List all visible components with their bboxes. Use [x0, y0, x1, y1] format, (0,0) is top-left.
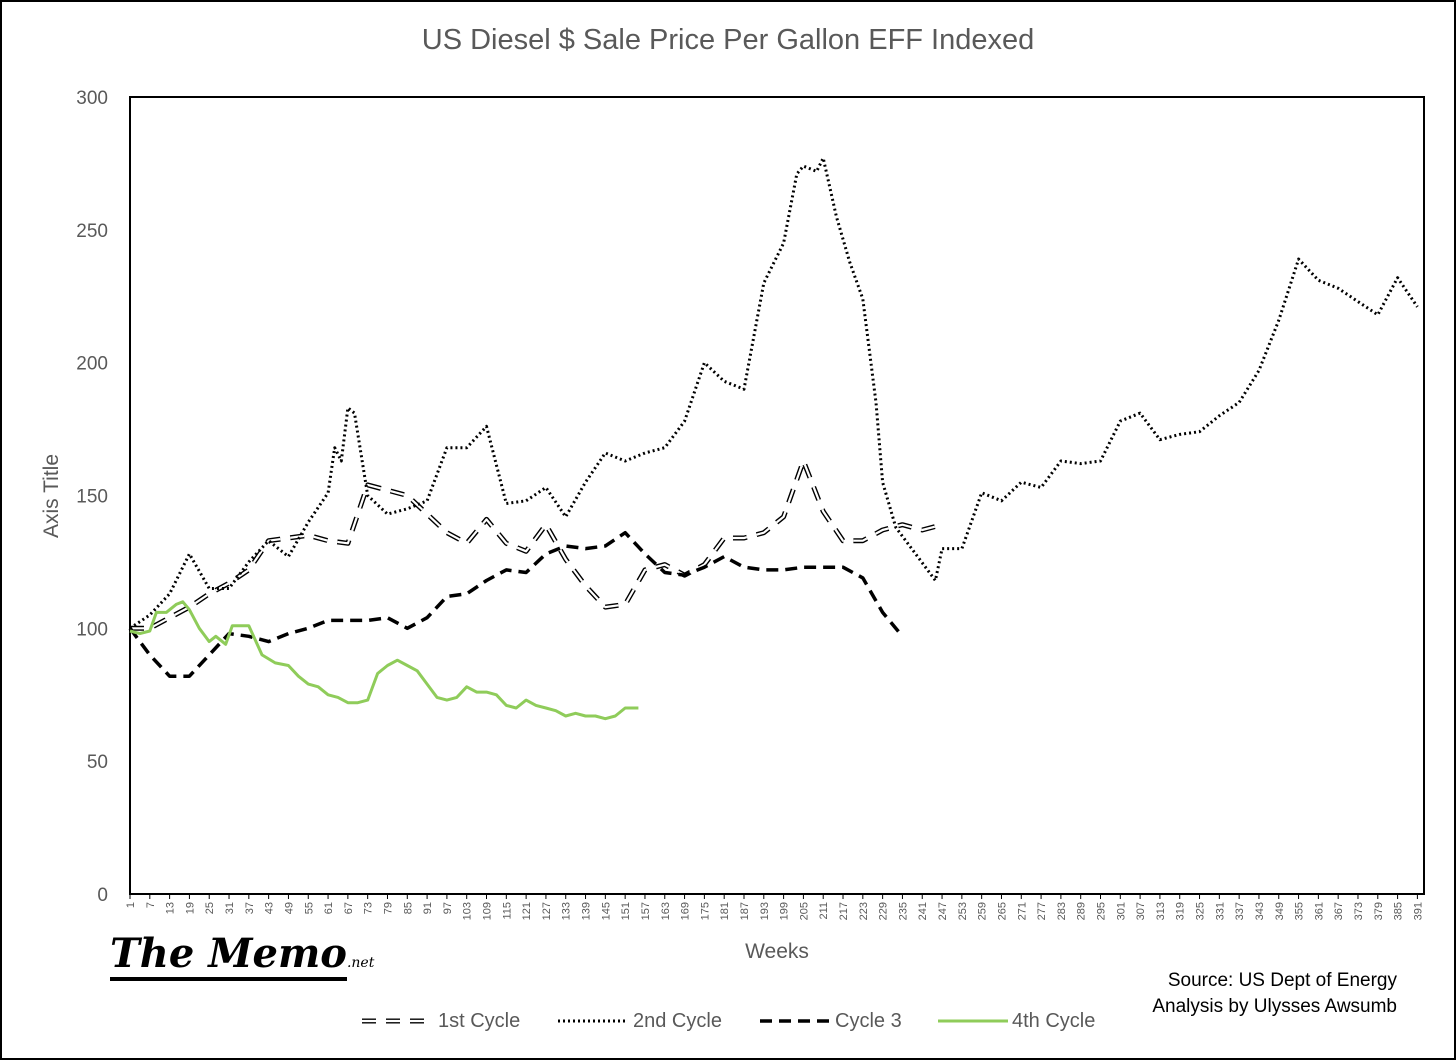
x-tick-label: 283 — [1056, 902, 1068, 920]
x-tick-label: 1 — [125, 902, 137, 908]
x-axis-label: Weeks — [745, 940, 809, 963]
y-tick-label: 250 — [76, 221, 108, 242]
series-line-1st-cycle — [130, 459, 943, 630]
x-tick-label: 217 — [838, 902, 850, 920]
x-tick-label: 55 — [303, 902, 315, 914]
plot-area-border — [129, 96, 1425, 895]
source-line: Source: US Dept of Energy — [1167, 970, 1397, 991]
legend-label-1st-cycle: 1st Cycle — [438, 1010, 521, 1032]
x-tick-label: 169 — [680, 902, 692, 920]
y-axis-label: Axis Title — [40, 454, 63, 538]
series-line-cycle-3 — [128, 530, 904, 678]
x-tick-label: 13 — [165, 902, 177, 914]
x-tick-label: 73 — [363, 902, 375, 914]
y-tick-label: 100 — [76, 619, 108, 640]
chart-title: US Diesel $ Sale Price Per Gallon EFF In… — [421, 24, 1035, 56]
x-tick-label: 301 — [1115, 902, 1127, 920]
x-tick-label: 355 — [1294, 902, 1306, 920]
x-tick-label: 241 — [917, 902, 929, 920]
x-tick-label: 319 — [1175, 902, 1187, 920]
x-tick-label: 157 — [640, 902, 652, 920]
x-tick-label: 331 — [1214, 902, 1226, 920]
x-tick-label: 271 — [1016, 902, 1028, 920]
x-tick-label: 289 — [1076, 902, 1088, 920]
x-tick-label: 145 — [600, 902, 612, 920]
x-tick-label: 97 — [442, 902, 454, 914]
x-tick-label: 337 — [1234, 902, 1246, 920]
x-tick-label: 205 — [798, 902, 810, 920]
x-axis-ticks: 1 7 13 19 25 31 37 43 49 55 61 67 73 79 85 91 97 103 109 11… — [125, 894, 1424, 920]
the-memo-logo: The Memo.net — [110, 930, 375, 981]
x-tick-label: 85 — [402, 902, 414, 914]
x-tick-label: 7 — [145, 902, 157, 908]
x-tick-label: 307 — [1135, 902, 1147, 920]
x-tick-label: 373 — [1353, 902, 1365, 920]
x-tick-label: 109 — [482, 902, 494, 920]
x-tick-label: 391 — [1412, 902, 1424, 920]
x-tick-label: 223 — [858, 902, 870, 920]
series-line-2nd-cycle — [129, 156, 1419, 630]
x-tick-label: 313 — [1155, 902, 1167, 920]
x-tick-label: 25 — [204, 902, 216, 914]
x-tick-label: 31 — [224, 902, 236, 914]
x-tick-label: 127 — [541, 902, 553, 920]
x-tick-label: 253 — [957, 902, 969, 920]
y-tick-label: 300 — [76, 88, 108, 109]
x-tick-label: 379 — [1373, 902, 1385, 920]
x-tick-label: 277 — [1036, 902, 1048, 920]
x-tick-label: 61 — [323, 902, 335, 914]
x-tick-label: 325 — [1195, 902, 1207, 920]
legend-label-4th-cycle: 4th Cycle — [1012, 1010, 1096, 1032]
x-tick-label: 151 — [620, 902, 632, 920]
x-tick-label: 199 — [779, 902, 791, 920]
x-tick-label: 367 — [1333, 902, 1345, 920]
x-tick-label: 115 — [501, 902, 513, 920]
x-tick-label: 361 — [1313, 902, 1325, 920]
x-tick-label: 43 — [264, 902, 276, 914]
x-tick-label: 49 — [283, 902, 295, 914]
y-tick-label: 50 — [87, 752, 108, 773]
x-tick-label: 79 — [382, 902, 394, 914]
x-tick-label: 103 — [462, 902, 474, 920]
x-tick-label: 121 — [521, 902, 533, 920]
x-tick-label: 133 — [561, 902, 573, 920]
x-tick-label: 349 — [1274, 902, 1286, 920]
x-tick-label: 295 — [1096, 902, 1108, 920]
x-tick-label: 259 — [977, 902, 989, 920]
source-note: Source: US Dept of Energy Analysis by Ul… — [1152, 968, 1397, 1020]
y-tick-label: 150 — [76, 487, 108, 508]
y-tick-label: 200 — [76, 354, 108, 375]
x-tick-label: 175 — [699, 902, 711, 920]
series-line-4th-cycle — [129, 600, 639, 721]
x-tick-label: 235 — [897, 902, 909, 920]
x-tick-label: 229 — [878, 902, 890, 920]
x-tick-label: 265 — [996, 902, 1008, 920]
legend-label-cycle-3: Cycle 3 — [835, 1010, 902, 1032]
legend-label-2nd-cycle: 2nd Cycle — [633, 1010, 722, 1032]
x-tick-label: 139 — [581, 902, 593, 920]
logo-text: The Memo — [110, 930, 347, 981]
series-group — [128, 156, 1419, 721]
x-tick-label: 385 — [1393, 902, 1405, 920]
x-tick-label: 67 — [343, 902, 355, 914]
x-tick-label: 343 — [1254, 902, 1266, 920]
x-tick-label: 163 — [660, 902, 672, 920]
x-tick-label: 181 — [719, 902, 731, 920]
x-tick-label: 91 — [422, 902, 434, 914]
y-axis-ticks: 0 50 100 150 200 250 300 — [76, 88, 108, 906]
x-tick-label: 187 — [739, 902, 751, 920]
analysis-line: Analysis by Ulysses Awsumb — [1152, 996, 1397, 1017]
x-tick-label: 211 — [818, 902, 830, 920]
x-tick-label: 37 — [244, 902, 256, 914]
series-line-1st-cycle-outline — [130, 458, 943, 631]
x-tick-label: 193 — [759, 902, 771, 920]
y-tick-label: 0 — [97, 885, 108, 906]
logo-suffix: .net — [346, 955, 375, 971]
x-tick-label: 19 — [184, 902, 196, 914]
x-tick-label: 247 — [937, 902, 949, 920]
